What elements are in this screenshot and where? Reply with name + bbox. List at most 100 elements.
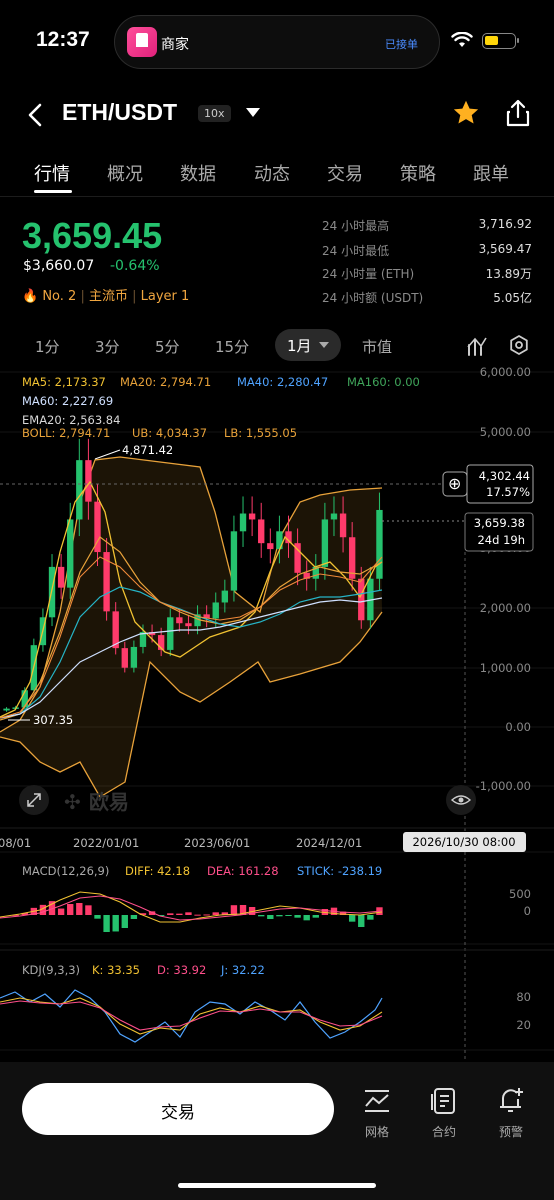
interval-3min[interactable]: 3分 [95,338,120,356]
candle-countdown: 24d 19h [477,533,525,547]
ma60-legend: MA60: 2,227.69 [22,394,113,408]
macd-bar [294,915,301,918]
favorite-star-icon[interactable] [452,99,480,127]
lb-legend: LB: 1,555.05 [224,426,297,440]
stat-turnover-label: 24 小时额 (USDT) [322,291,424,305]
ma5-legend: MA5: 2,173.37 [22,375,106,389]
dynamic-island[interactable]: 商家 已接单 [114,15,440,69]
tab-data[interactable]: 数据 [180,164,216,185]
candle-body [348,537,356,579]
ma40-legend: MA40: 2,280.47 [237,375,328,389]
rank-row[interactable]: 🔥 No. 2 | 主流币 | Layer 1 [22,289,190,304]
candle-body [303,572,310,579]
kdj-tick-20: 20 [516,1018,531,1032]
contract-icon[interactable] [429,1086,459,1116]
usd-price: $3,660.07 [23,258,95,274]
grid-label[interactable]: 网格 [364,1125,389,1139]
interval-15min[interactable]: 15分 [215,338,250,356]
macd-bar [103,915,110,932]
candle-body [76,460,83,520]
expand-icon [27,793,41,807]
caret-down-icon [319,342,329,348]
macd-bar [212,912,219,915]
candle-body [3,708,10,711]
macd-dea: DEA: 161.28 [207,864,279,878]
candle-body [330,513,338,520]
ub-legend: UB: 4,034.37 [132,426,207,440]
tab-market[interactable]: 行情 [34,164,70,185]
trade-button[interactable]: 交易 [22,1083,334,1135]
interval-1month[interactable]: 1月 [275,329,341,361]
status-time: 12:37 [36,28,90,51]
stat-high-label: 24 小时最高 [322,219,390,233]
candle-body [67,519,74,588]
candle-body [248,513,256,520]
ma20-line [0,536,383,721]
candle-body [185,623,192,627]
kdj-tick-80: 80 [516,990,531,1004]
candle-body [112,611,119,649]
x-tick-2: 2023/06/01 [184,836,250,850]
macd-bar [130,915,138,919]
macd-bar [339,911,347,915]
macd-bar [112,915,119,932]
macd-bar [348,915,356,922]
macd-bar [285,915,292,916]
interval-5min[interactable]: 5分 [155,338,180,356]
candle-body [367,578,374,621]
ema20-line [0,556,383,719]
pair-title[interactable]: ETH/USDT [62,99,177,125]
alert-bell-icon[interactable] [496,1085,526,1115]
candle-body [312,566,319,579]
macd-bar [185,912,192,915]
contract-label[interactable]: 合约 [431,1125,456,1139]
tab-strategy[interactable]: 策略 [400,164,436,185]
x-tick-3: 2024/12/01 [296,836,362,850]
max-price-label: 4,871.42 [122,443,173,457]
macd-bar [39,904,47,915]
macd-bar [57,908,65,915]
candle-body [194,614,201,627]
tab-news[interactable]: 动态 [254,164,290,185]
interval-market-cap[interactable]: 市值 [362,338,393,356]
y-tick-6000: 6,000.00 [480,365,531,379]
tab-copy-trading[interactable]: 跟单 [473,164,509,185]
candle-body [130,646,138,668]
macd-bar [12,914,19,916]
stat-volume-label: 24 小时量 (ETH) [322,267,415,281]
pair-dropdown-icon[interactable] [246,108,260,117]
kline-chart[interactable]: 4,871.42 307.35 MA5: 2,173.37 MA20: 2,79… [0,362,554,1062]
macd-bar [194,914,201,916]
macd-bar [276,915,283,917]
macd-bar [267,915,274,919]
candle-body [139,632,147,647]
crosshair-percent: 17.57% [486,485,530,499]
macd-bar [157,915,165,916]
macd-bar [358,915,365,927]
kdj-k: K: 33.35 [92,963,140,977]
candle-body [21,690,28,708]
grid-trading-icon[interactable] [362,1086,392,1116]
ma160-legend: MA160: 0.00 [347,375,420,389]
fire-icon: 🔥 [22,289,39,304]
candle-body [376,509,383,579]
alert-label[interactable]: 预警 [498,1125,523,1139]
wifi-icon [451,32,473,47]
macd-bar [367,915,374,920]
tab-overview[interactable]: 概况 [107,164,143,185]
candle-body [103,552,110,612]
stat-high-value: 3,716.92 [478,217,532,231]
tab-trade[interactable]: 交易 [327,164,363,185]
chart-settings-icon[interactable] [508,334,530,356]
y-tick-2000: 2,000.00 [480,601,531,615]
kdj-j: J: 32.22 [220,963,265,977]
island-app-name: 商家 [161,37,189,53]
kdj-d-line [0,1000,383,1031]
y-tick-neg1000: -1,000.00 [476,779,531,793]
share-icon[interactable] [505,98,531,128]
interval-1min[interactable]: 1分 [35,338,60,356]
macd-bar [203,914,210,916]
rank-label: No. 2 [42,289,77,304]
back-arrow-icon[interactable] [26,102,44,128]
indicator-icon[interactable] [466,335,488,357]
